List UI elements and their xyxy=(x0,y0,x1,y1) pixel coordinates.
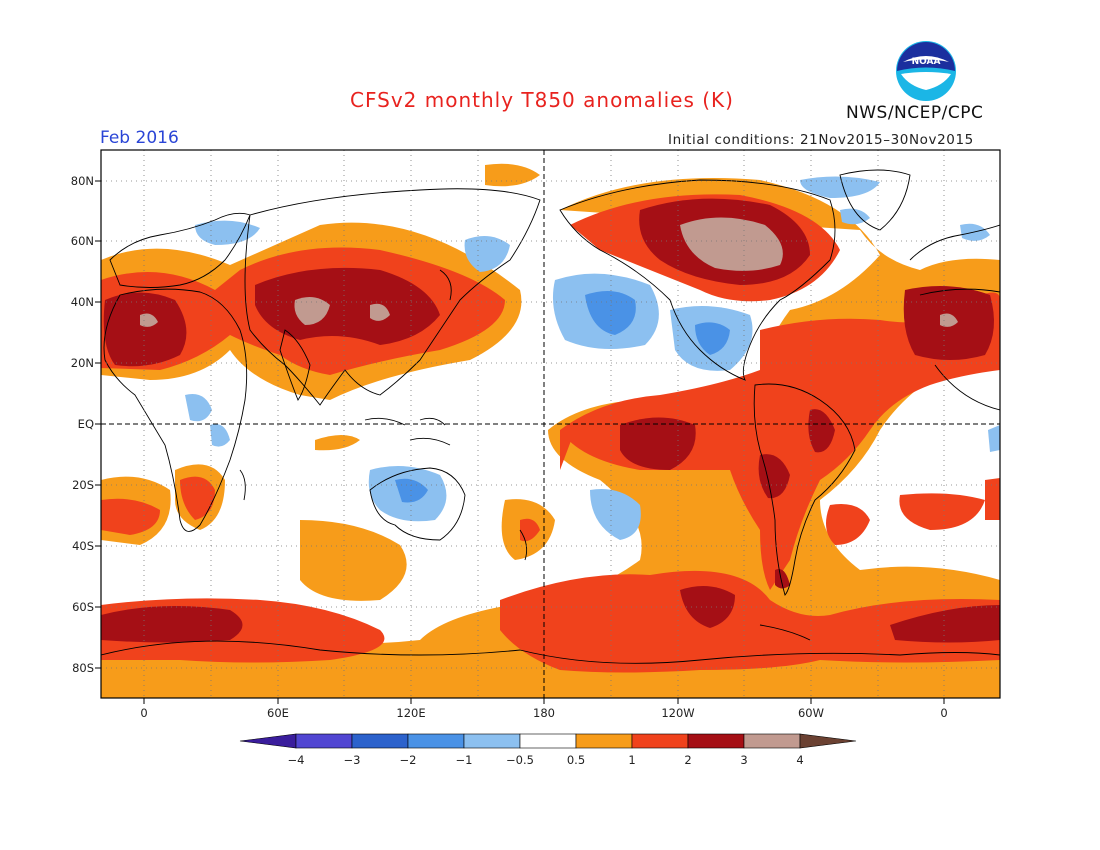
colorbar-swatch xyxy=(799,733,857,749)
x-tick-label: 120W xyxy=(661,706,695,720)
colorbar-label: 4 xyxy=(796,753,804,767)
valid-month-label: Feb 2016 xyxy=(100,128,179,148)
coastlines xyxy=(101,169,1000,664)
noaa-logo-icon: NOAA xyxy=(896,41,956,101)
colorbar-label: 3 xyxy=(740,753,748,767)
y-tick-label: 40S xyxy=(72,539,94,553)
map-title: CFSv2 monthly T850 anomalies (K) xyxy=(350,88,734,112)
colorbar-swatch xyxy=(351,733,409,749)
axis-ticks xyxy=(95,180,945,704)
anomaly-darkred-regions xyxy=(101,198,1000,643)
colorbar-swatch xyxy=(463,733,521,749)
x-tick-label: 120E xyxy=(396,706,426,720)
colorbar-label: −1 xyxy=(455,753,473,767)
colorbar-swatch xyxy=(407,733,465,749)
colorbar-swatch xyxy=(519,733,577,749)
logo-text: NOAA xyxy=(912,57,941,67)
x-tick-label: 0 xyxy=(140,706,148,720)
equator-dateline xyxy=(101,150,1000,698)
anomaly-blue-regions xyxy=(395,291,730,503)
colorbar-label: 1 xyxy=(628,753,636,767)
colorbar-label: −2 xyxy=(399,753,417,767)
colorbar-swatch xyxy=(743,733,801,749)
colorbar-label: 2 xyxy=(684,753,692,767)
colorbar-label: −3 xyxy=(343,753,361,767)
colorbar-label: −0.5 xyxy=(506,753,534,767)
initial-conditions-label: Initial conditions: 21Nov2015–30Nov2015 xyxy=(668,132,974,148)
colorbar-swatch xyxy=(575,733,633,749)
colorbar-swatch xyxy=(239,733,297,749)
y-tick-label: 80N xyxy=(70,174,94,188)
colorbar-swatch xyxy=(295,733,353,749)
colorbar-label: 0.5 xyxy=(566,753,586,767)
anomaly-brown-regions xyxy=(140,217,958,327)
y-tick-label: 60S xyxy=(72,600,94,614)
colorbar-label: −4 xyxy=(287,753,305,767)
y-tick-label: 60N xyxy=(70,234,94,248)
x-tick-label: 0 xyxy=(940,706,948,720)
x-tick-label: 60E xyxy=(267,706,289,720)
y-tick-label: 20S xyxy=(72,478,94,492)
agency-label: NWS/NCEP/CPC xyxy=(846,103,984,123)
y-tick-label: 80S xyxy=(72,661,94,675)
y-tick-label: 40N xyxy=(70,295,94,309)
colorbar-swatch xyxy=(631,733,689,749)
x-tick-label: 60W xyxy=(797,706,824,720)
y-tick-label: EQ xyxy=(77,417,94,431)
colorbar-swatch xyxy=(687,733,745,749)
x-tick-label: 180 xyxy=(533,706,555,720)
y-tick-label: 20N xyxy=(70,356,94,370)
